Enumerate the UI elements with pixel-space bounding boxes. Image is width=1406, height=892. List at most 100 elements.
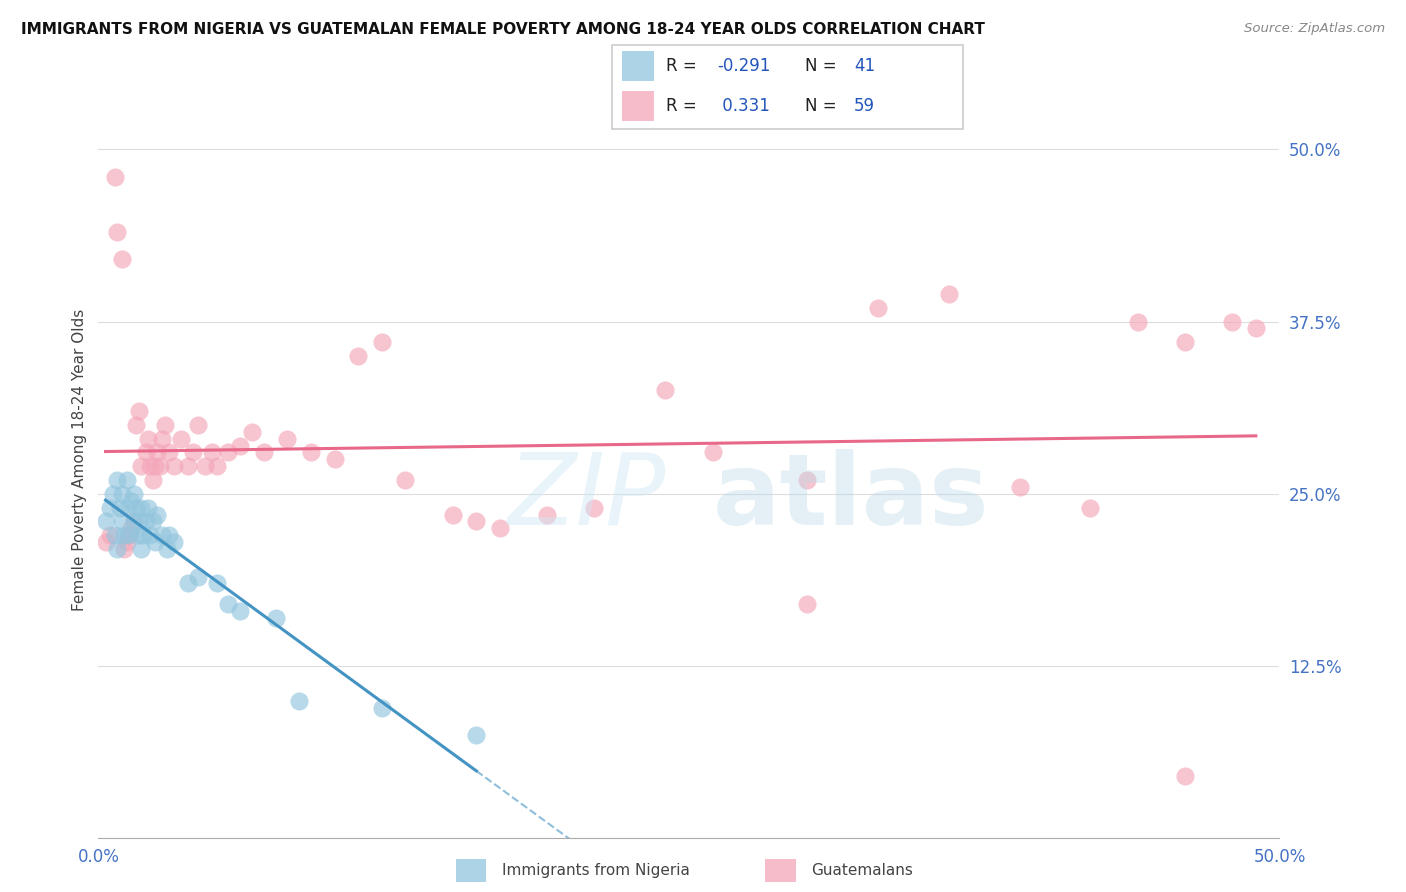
Point <box>150 432 173 446</box>
Point <box>536 508 558 522</box>
Point <box>115 535 138 549</box>
Point <box>201 445 224 459</box>
Point <box>163 535 186 549</box>
Point <box>115 500 138 515</box>
Point <box>129 459 152 474</box>
Point <box>122 515 145 529</box>
Point <box>146 508 169 522</box>
Point <box>146 445 169 459</box>
Point <box>125 500 148 515</box>
Point <box>104 169 127 184</box>
Text: R =: R = <box>666 57 702 75</box>
Point <box>139 459 162 474</box>
Point <box>654 384 676 398</box>
Point <box>465 515 488 529</box>
Point <box>1080 500 1102 515</box>
Point <box>217 445 239 459</box>
Point <box>187 569 209 583</box>
Point <box>143 459 166 474</box>
Point <box>229 604 252 618</box>
Point <box>139 528 162 542</box>
FancyBboxPatch shape <box>612 45 963 129</box>
Point <box>129 541 152 556</box>
Point <box>128 528 150 542</box>
Text: 0.331: 0.331 <box>717 97 770 115</box>
Point <box>153 417 176 432</box>
Point <box>112 528 135 542</box>
Point <box>205 576 228 591</box>
Point <box>181 445 204 459</box>
Point <box>101 487 124 501</box>
Text: Source: ZipAtlas.com: Source: ZipAtlas.com <box>1244 22 1385 36</box>
Point <box>129 500 152 515</box>
Point <box>105 225 128 239</box>
Bar <box>621 52 654 81</box>
Point <box>1244 321 1267 335</box>
Point <box>276 432 298 446</box>
Point <box>264 611 287 625</box>
Point <box>111 252 134 267</box>
Point <box>217 597 239 611</box>
Text: Immigrants from Nigeria: Immigrants from Nigeria <box>502 863 690 878</box>
Point <box>149 459 172 474</box>
Point <box>108 500 131 515</box>
Point <box>122 515 145 529</box>
Point <box>170 432 193 446</box>
Point <box>194 459 217 474</box>
Point <box>177 459 200 474</box>
Point <box>371 335 394 350</box>
Point <box>135 445 157 459</box>
Point <box>135 515 157 529</box>
Point <box>98 528 121 542</box>
Point <box>489 521 512 535</box>
Point <box>240 425 263 439</box>
Point <box>142 515 165 529</box>
Point <box>205 459 228 474</box>
Point <box>143 535 166 549</box>
Point <box>111 515 134 529</box>
Point <box>125 417 148 432</box>
Text: N =: N = <box>806 97 842 115</box>
Text: Guatemalans: Guatemalans <box>811 863 912 878</box>
Point <box>118 528 141 542</box>
Point <box>1126 314 1149 328</box>
Point <box>796 597 818 611</box>
Point <box>796 473 818 487</box>
Text: atlas: atlas <box>713 449 990 546</box>
Point <box>118 528 141 542</box>
Text: -0.291: -0.291 <box>717 57 770 75</box>
Point <box>866 301 889 315</box>
Text: R =: R = <box>666 97 707 115</box>
Point <box>441 508 464 522</box>
Point <box>142 473 165 487</box>
Point <box>105 473 128 487</box>
Point <box>1220 314 1243 328</box>
Point <box>288 693 311 707</box>
Bar <box>456 859 486 882</box>
Point <box>94 535 117 549</box>
Point <box>1174 335 1197 350</box>
Point <box>177 576 200 591</box>
Point <box>150 528 173 542</box>
Point <box>702 445 724 459</box>
Text: N =: N = <box>806 57 842 75</box>
Point <box>465 728 488 742</box>
Point <box>323 452 346 467</box>
Point <box>394 473 416 487</box>
Point <box>157 445 180 459</box>
Point <box>187 417 209 432</box>
Point <box>94 515 117 529</box>
Point <box>136 500 159 515</box>
Point <box>115 473 138 487</box>
Point <box>121 521 143 535</box>
Point <box>156 541 179 556</box>
Point <box>104 528 127 542</box>
Point <box>128 404 150 418</box>
Point <box>938 287 960 301</box>
Point <box>371 700 394 714</box>
Text: 41: 41 <box>855 57 876 75</box>
Point <box>1008 480 1031 494</box>
Point <box>299 445 322 459</box>
Point <box>111 487 134 501</box>
Point <box>136 432 159 446</box>
